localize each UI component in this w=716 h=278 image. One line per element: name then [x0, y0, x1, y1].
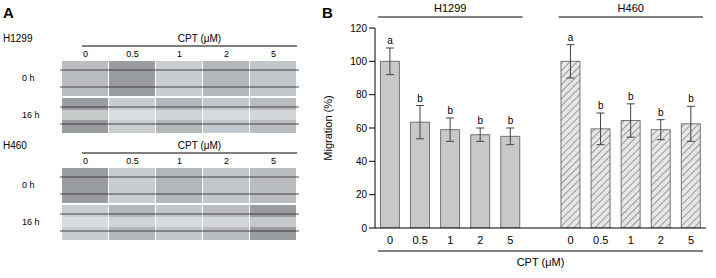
svg-text:CPT (μM): CPT (μM) — [517, 256, 565, 268]
svg-text:20: 20 — [356, 189, 368, 200]
svg-text:2: 2 — [477, 234, 483, 246]
svg-text:5: 5 — [507, 234, 513, 246]
svg-text:0 h: 0 h — [22, 180, 35, 190]
svg-text:5: 5 — [271, 156, 276, 166]
svg-text:a: a — [387, 35, 393, 46]
svg-text:H460: H460 — [618, 2, 644, 14]
svg-text:1: 1 — [177, 156, 182, 166]
svg-text:0: 0 — [361, 223, 367, 234]
svg-text:40: 40 — [356, 156, 368, 167]
svg-text:100: 100 — [350, 56, 367, 67]
svg-text:1: 1 — [447, 234, 453, 246]
svg-text:80: 80 — [356, 89, 368, 100]
svg-text:16 h: 16 h — [22, 110, 40, 120]
svg-text:Migration (%): Migration (%) — [322, 95, 334, 160]
svg-text:0.5: 0.5 — [126, 49, 139, 59]
svg-text:b: b — [688, 93, 694, 104]
svg-text:2: 2 — [224, 49, 229, 59]
svg-text:b: b — [478, 115, 484, 126]
svg-text:b: b — [508, 115, 514, 126]
svg-text:a: a — [568, 32, 574, 43]
svg-text:1: 1 — [177, 49, 182, 59]
svg-text:0.5: 0.5 — [412, 234, 427, 246]
svg-text:b: b — [658, 107, 664, 118]
svg-text:0: 0 — [83, 49, 88, 59]
svg-text:0: 0 — [83, 156, 88, 166]
svg-text:120: 120 — [350, 23, 367, 34]
svg-text:0: 0 — [568, 234, 574, 246]
svg-text:0: 0 — [387, 234, 393, 246]
svg-text:2: 2 — [224, 156, 229, 166]
svg-text:60: 60 — [356, 123, 368, 134]
svg-text:5: 5 — [688, 234, 694, 246]
svg-text:H460: H460 — [3, 140, 27, 151]
svg-text:1: 1 — [628, 234, 634, 246]
svg-text:b: b — [417, 93, 423, 104]
svg-text:2: 2 — [658, 234, 664, 246]
svg-text:16 h: 16 h — [22, 217, 40, 227]
svg-text:H1299: H1299 — [434, 2, 466, 14]
svg-text:b: b — [598, 100, 604, 111]
svg-text:A: A — [3, 4, 14, 21]
svg-text:0 h: 0 h — [22, 73, 35, 83]
svg-text:H1299: H1299 — [3, 33, 33, 44]
svg-text:0.5: 0.5 — [126, 156, 139, 166]
svg-text:CPT (μM): CPT (μM) — [178, 33, 221, 44]
svg-text:5: 5 — [271, 49, 276, 59]
svg-text:b: b — [628, 91, 634, 102]
svg-text:B: B — [322, 4, 333, 21]
svg-text:CPT (μM): CPT (μM) — [178, 140, 221, 151]
svg-text:0.5: 0.5 — [593, 234, 608, 246]
svg-text:b: b — [447, 105, 453, 116]
